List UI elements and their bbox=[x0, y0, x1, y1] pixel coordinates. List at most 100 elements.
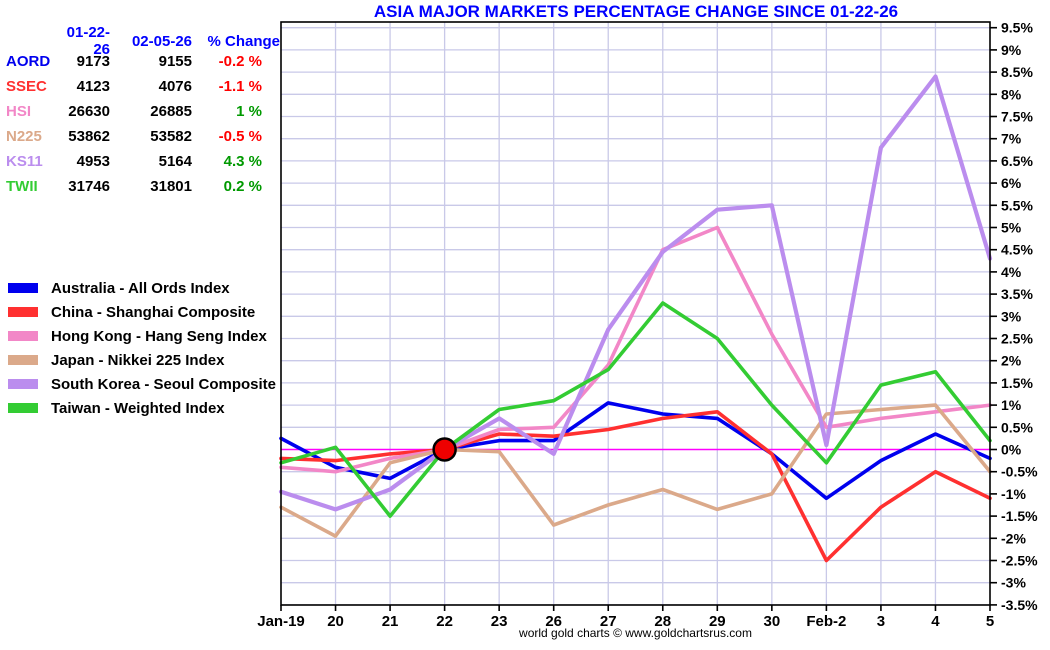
x-axis-label: 28 bbox=[654, 613, 671, 630]
x-axis-label: Jan-19 bbox=[257, 613, 305, 630]
x-axis-label: 5 bbox=[986, 613, 994, 630]
chart-legend: Australia - All Ords Index China - Shangh… bbox=[8, 276, 276, 420]
symbol-label: TWII bbox=[6, 178, 38, 195]
y-axis-label: 9% bbox=[1001, 42, 1022, 58]
index-value: 26630 bbox=[68, 103, 110, 120]
y-axis-label: 0.5% bbox=[1001, 419, 1033, 435]
x-axis-label: 3 bbox=[877, 613, 885, 630]
series-line-N225 bbox=[279, 403, 992, 538]
legend-item-KS11: South Korea - Seoul Composite bbox=[8, 372, 276, 396]
quote-row-TWII: TWII 31746 31801 0.2 % bbox=[6, 174, 280, 199]
legend-item-N225: Japan - Nikkei 225 Index bbox=[8, 348, 276, 372]
legend-item-TWII: Taiwan - Weighted Index bbox=[8, 396, 276, 420]
index-value: 53862 bbox=[68, 128, 110, 145]
quote-row-AORD: AORD 9173 9155 -0.2 % bbox=[6, 49, 280, 74]
quote-row-KS11: KS11 4953 5164 4.3 % bbox=[6, 149, 280, 174]
percent-change-value: 1 % bbox=[236, 103, 262, 120]
series-line-TWII bbox=[279, 301, 992, 518]
legend-item-SSEC: China - Shanghai Composite bbox=[8, 300, 276, 324]
quote-table: 01-22-26 02-05-26 % Change AORD 9173 9155 -0.2… bbox=[6, 24, 280, 199]
column-header: % Change bbox=[207, 32, 280, 50]
x-axis-label: 26 bbox=[545, 613, 562, 630]
column-header: 02-05-26 bbox=[131, 32, 192, 50]
symbol-label: SSEC bbox=[6, 78, 47, 95]
series-line-SSEC bbox=[279, 409, 992, 563]
legend-item-AORD: Australia - All Ords Index bbox=[8, 276, 276, 300]
legend-item-HSI: Hong Kong - Hang Seng Index bbox=[8, 324, 276, 348]
legend-swatch-KS11 bbox=[8, 379, 38, 389]
y-axis-label: -1.5% bbox=[1001, 508, 1038, 524]
y-axis-label: -3.5% bbox=[1001, 597, 1038, 613]
legend-label: Australia - All Ords Index bbox=[51, 279, 230, 297]
column-header: 01-22-26 bbox=[66, 24, 110, 58]
series-line-AORD bbox=[279, 401, 992, 501]
x-axis-label: Feb-2 bbox=[806, 613, 846, 630]
legend-swatch-N225 bbox=[8, 355, 38, 365]
chart-title: ASIA MAJOR MARKETS PERCENTAGE CHANGE SIN… bbox=[373, 2, 899, 21]
percent-change-value: -0.2 % bbox=[218, 53, 262, 70]
y-axis-label: -3% bbox=[1001, 575, 1026, 591]
y-axis-label: 1% bbox=[1001, 397, 1022, 413]
y-axis-label: 0% bbox=[1001, 442, 1022, 458]
y-axis-label: 4.5% bbox=[1001, 242, 1033, 258]
y-axis-label: 7.5% bbox=[1001, 109, 1033, 125]
legend-swatch-TWII bbox=[8, 403, 38, 413]
legend-swatch-AORD bbox=[8, 283, 38, 293]
y-axis-label: 4% bbox=[1001, 264, 1022, 280]
index-value: 26885 bbox=[150, 103, 192, 120]
y-axis-label: 3% bbox=[1001, 308, 1022, 324]
symbol-label: HSI bbox=[6, 103, 32, 120]
quote-row-N225: N225 53862 53582 -0.5 % bbox=[6, 124, 280, 149]
y-axis-label: 8.5% bbox=[1001, 64, 1033, 80]
y-axis-label: 6.5% bbox=[1001, 153, 1033, 169]
quote-row-SSEC: SSEC 4123 4076 -1.1 % bbox=[6, 74, 280, 99]
y-axis-label: 6% bbox=[1001, 175, 1022, 191]
legend-swatch-HSI bbox=[8, 331, 38, 341]
x-axis-label: 30 bbox=[764, 613, 781, 630]
index-value: 31746 bbox=[68, 178, 110, 195]
x-axis-label: 22 bbox=[436, 613, 453, 630]
symbol-label: AORD bbox=[6, 53, 51, 70]
y-axis-label: 1.5% bbox=[1001, 375, 1033, 391]
x-axis-label: 27 bbox=[600, 613, 617, 630]
x-axis-label: 21 bbox=[382, 613, 399, 630]
y-axis-label: -2% bbox=[1001, 530, 1026, 546]
x-axis-label: 4 bbox=[931, 613, 940, 630]
y-axis-label: 7% bbox=[1001, 131, 1022, 147]
base-date-marker bbox=[432, 437, 457, 462]
y-axis-label: 3.5% bbox=[1001, 286, 1033, 302]
legend-label: Japan - Nikkei 225 Index bbox=[51, 351, 225, 369]
legend-swatch-SSEC bbox=[8, 307, 38, 317]
y-axis-label: -1% bbox=[1001, 486, 1026, 502]
quote-row-HSI: HSI 26630 26885 1 % bbox=[6, 99, 280, 124]
y-axis-label: 9.5% bbox=[1001, 20, 1033, 36]
series-line-HSI bbox=[279, 225, 992, 474]
index-value: 4123 bbox=[76, 78, 110, 95]
x-axis-label: 23 bbox=[491, 613, 508, 630]
legend-label: Hong Kong - Hang Seng Index bbox=[51, 327, 267, 345]
x-axis-label: 20 bbox=[327, 613, 344, 630]
index-value: 9155 bbox=[158, 53, 192, 70]
percent-change-value: 4.3 % bbox=[223, 153, 262, 170]
quote-table-header: 01-22-26 02-05-26 % Change bbox=[6, 24, 280, 58]
y-axis-label: 2% bbox=[1001, 353, 1022, 369]
y-axis-label: 8% bbox=[1001, 86, 1022, 102]
symbol-label: N225 bbox=[6, 128, 42, 145]
y-axis-label: -0.5% bbox=[1001, 464, 1038, 480]
legend-label: South Korea - Seoul Composite bbox=[51, 375, 277, 393]
legend-label: China - Shanghai Composite bbox=[51, 303, 256, 321]
y-axis-label: 5.5% bbox=[1001, 197, 1033, 213]
index-value: 4076 bbox=[158, 78, 192, 95]
index-value: 31801 bbox=[150, 178, 192, 195]
index-value: 5164 bbox=[158, 153, 192, 170]
x-axis-label: 29 bbox=[709, 613, 726, 630]
series-line-KS11 bbox=[278, 74, 993, 512]
index-value: 9173 bbox=[76, 53, 110, 70]
plot-border bbox=[280, 21, 991, 606]
chart-credit: world gold charts © www.goldchartsrus.co… bbox=[519, 626, 752, 640]
percent-change-value: -1.1 % bbox=[218, 78, 262, 95]
y-axis-label: 2.5% bbox=[1001, 331, 1033, 347]
y-axis-label: 5% bbox=[1001, 220, 1022, 236]
